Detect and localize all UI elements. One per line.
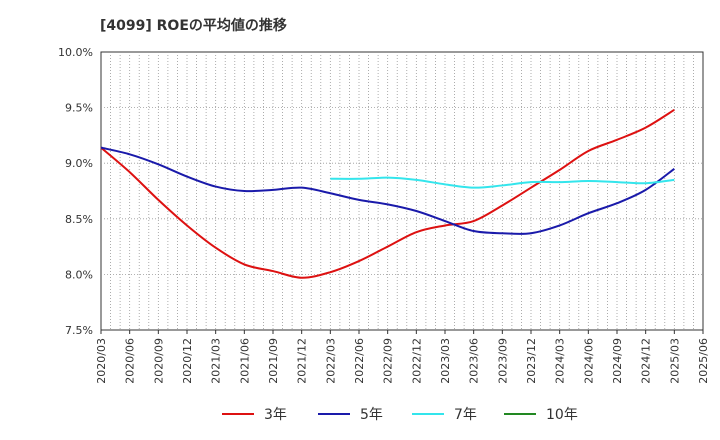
x-tick-label: 2024/06 <box>582 338 595 384</box>
x-tick-label: 2024/09 <box>611 338 624 384</box>
x-tick-label: 2021/03 <box>210 338 223 384</box>
x-tick-label: 2021/12 <box>296 338 309 384</box>
plot-area <box>100 51 704 331</box>
y-tick-label: 7.5% <box>65 324 93 337</box>
legend: 3年 5年 7年 10年 <box>222 407 578 423</box>
x-tick-label: 2024/03 <box>554 338 567 384</box>
legend-label-1: 3年 <box>264 407 287 423</box>
x-tick-label: 2020/09 <box>152 338 165 384</box>
series-line-1 <box>100 108 675 279</box>
x-tick-label: 2023/12 <box>525 338 538 384</box>
y-tick-label: 10.0% <box>58 46 93 59</box>
legend-label-2: 5年 <box>360 407 383 423</box>
grid-layer <box>100 51 704 331</box>
y-tick-label: 8.0% <box>65 268 93 281</box>
x-tick-label: 2022/12 <box>410 338 423 384</box>
x-tick-label: 2022/06 <box>353 338 366 384</box>
x-tick-label: 2020/03 <box>95 338 108 384</box>
x-tick-label: 2021/09 <box>267 338 280 384</box>
axis-layer: 7.5% 8.0% 8.5% 9.0% 9.5% 10.0% 2020/03 2020/06 2… <box>58 46 710 384</box>
x-tick-label: 2023/09 <box>496 338 509 384</box>
x-tick-label: 2023/03 <box>439 338 452 384</box>
y-tick-label: 9.5% <box>65 102 93 115</box>
series-layer <box>100 108 675 279</box>
chart-title: [4099] ROEの平均値の推移 <box>100 17 287 34</box>
x-tick-label: 2021/06 <box>238 338 251 384</box>
x-tick-label: 2025/03 <box>668 338 681 384</box>
series-line-2 <box>100 146 675 235</box>
x-tick-label: 2023/06 <box>468 338 481 384</box>
x-tick-label: 2020/12 <box>181 338 194 384</box>
legend-label-4: 10年 <box>546 407 578 423</box>
legend-label-3: 7年 <box>454 407 477 423</box>
y-tick-label: 9.0% <box>65 157 93 170</box>
x-tick-label: 2022/09 <box>382 338 395 384</box>
x-tick-label: 2020/06 <box>124 338 137 384</box>
x-tick-label: 2024/12 <box>640 338 653 384</box>
x-tick-label: 2022/03 <box>324 338 337 384</box>
y-tick-label: 8.5% <box>65 213 93 226</box>
x-tick-label: 2025/06 <box>697 338 710 384</box>
series-line-3 <box>330 176 675 189</box>
